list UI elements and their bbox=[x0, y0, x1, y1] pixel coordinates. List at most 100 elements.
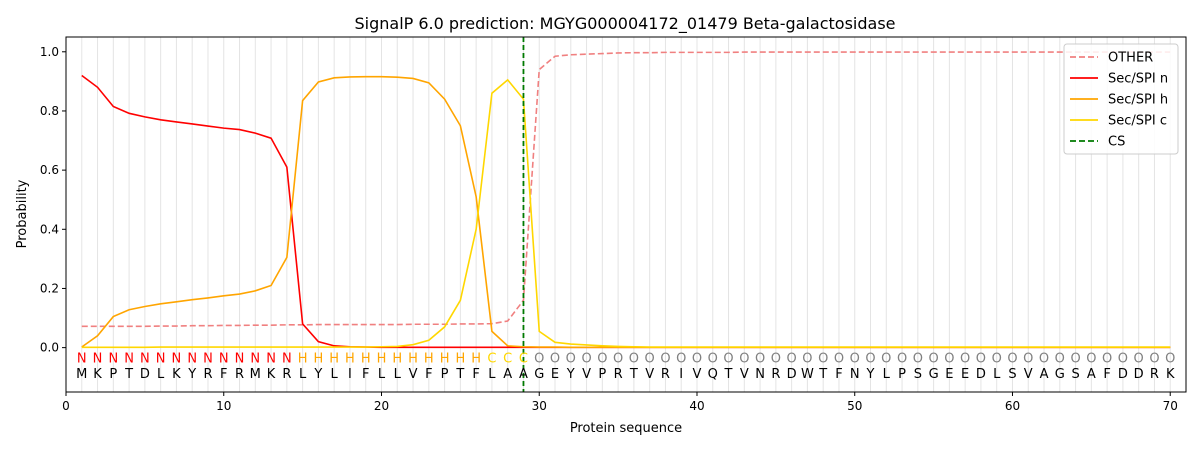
legend-label: CS bbox=[1108, 135, 1125, 150]
residue-label: L bbox=[299, 367, 307, 382]
region-label: O bbox=[1039, 351, 1049, 366]
residue-label: L bbox=[993, 367, 1001, 382]
residue-label: G bbox=[1055, 367, 1065, 382]
residue-label: T bbox=[818, 367, 827, 382]
residue-label: E bbox=[551, 367, 559, 382]
legend-label: Sec/SPI c bbox=[1108, 114, 1167, 129]
region-label: N bbox=[93, 351, 103, 366]
residue-label: A bbox=[503, 367, 512, 382]
region-label: O bbox=[534, 351, 544, 366]
x-tick-label: 10 bbox=[216, 399, 231, 413]
region-label: O bbox=[850, 351, 860, 366]
region-label: H bbox=[471, 351, 481, 366]
residue-label: V bbox=[409, 367, 418, 382]
region-label: N bbox=[77, 351, 87, 366]
x-tick-label: 70 bbox=[1163, 399, 1178, 413]
residue-label: L bbox=[488, 367, 496, 382]
region-label: N bbox=[203, 351, 213, 366]
region-label: O bbox=[944, 351, 954, 366]
x-tick-label: 0 bbox=[62, 399, 70, 413]
residue-label: F bbox=[220, 367, 227, 382]
residue-label: D bbox=[1134, 367, 1144, 382]
residue-label: F bbox=[835, 367, 842, 382]
region-label: O bbox=[629, 351, 639, 366]
region-label: O bbox=[550, 351, 560, 366]
region-label: N bbox=[219, 351, 229, 366]
residue-label: S bbox=[914, 367, 922, 382]
residue-label: T bbox=[124, 367, 133, 382]
region-label: O bbox=[755, 351, 765, 366]
region-label: N bbox=[172, 351, 182, 366]
region-label: O bbox=[1165, 351, 1175, 366]
plot-frame bbox=[65, 36, 1187, 393]
region-label: O bbox=[1118, 351, 1128, 366]
region-label: N bbox=[124, 351, 134, 366]
region-label: O bbox=[771, 351, 781, 366]
region-label: H bbox=[408, 351, 418, 366]
x-tick-label: 40 bbox=[689, 399, 704, 413]
region-label: O bbox=[787, 351, 797, 366]
y-tick-label: 1.0 bbox=[40, 45, 59, 59]
region-label: H bbox=[377, 351, 387, 366]
region-label: O bbox=[1134, 351, 1144, 366]
residue-label: F bbox=[362, 367, 369, 382]
region-label: O bbox=[834, 351, 844, 366]
residue-label: Q bbox=[708, 367, 718, 382]
series-line-sec-spi-c bbox=[81, 78, 1171, 349]
residue-label: E bbox=[961, 367, 969, 382]
legend-box bbox=[1063, 43, 1179, 155]
residue-label: P bbox=[109, 367, 117, 382]
residue-label: G bbox=[534, 367, 544, 382]
residue-label: Y bbox=[187, 367, 196, 382]
region-label: C bbox=[503, 351, 512, 366]
region-label: O bbox=[1055, 351, 1065, 366]
residue-label: F bbox=[425, 367, 432, 382]
residue-label: R bbox=[614, 367, 623, 382]
y-axis-ticks: 0.0 0.2 0.4 0.6 0.8 1.0 bbox=[40, 45, 66, 355]
residue-label: I bbox=[348, 367, 352, 382]
region-label: O bbox=[913, 351, 923, 366]
residue-label: K bbox=[267, 367, 276, 382]
series-line-other bbox=[81, 51, 1171, 328]
legend-label: Sec/SPI n bbox=[1108, 72, 1168, 87]
residue-label: D bbox=[140, 367, 150, 382]
region-label: O bbox=[897, 351, 907, 366]
residue-label: R bbox=[235, 367, 244, 382]
region-label: N bbox=[156, 351, 166, 366]
y-axis-label: Probability bbox=[15, 179, 30, 248]
region-label: O bbox=[708, 351, 718, 366]
region-label: H bbox=[314, 351, 324, 366]
region-label: O bbox=[1070, 351, 1080, 366]
region-label: O bbox=[645, 351, 655, 366]
region-label: O bbox=[881, 351, 891, 366]
residue-label: L bbox=[157, 367, 165, 382]
residue-label: D bbox=[787, 367, 797, 382]
residue-label: A bbox=[519, 367, 528, 382]
sequence-labels: NMNKNPNTNDNLNKNYNRNFNRNMNKNRHLHYHLHIHFHL… bbox=[76, 351, 1175, 382]
region-label: O bbox=[976, 351, 986, 366]
region-label: C bbox=[519, 351, 528, 366]
region-label: H bbox=[298, 351, 308, 366]
region-label: O bbox=[597, 351, 607, 366]
region-label: O bbox=[928, 351, 938, 366]
region-label: N bbox=[187, 351, 197, 366]
residue-label: T bbox=[724, 367, 733, 382]
residue-label: V bbox=[645, 367, 654, 382]
region-label: O bbox=[613, 351, 623, 366]
y-tick-label: 0.0 bbox=[40, 341, 59, 355]
residue-label: V bbox=[1024, 367, 1033, 382]
y-tick-label: 0.4 bbox=[40, 222, 59, 236]
residue-label: R bbox=[771, 367, 780, 382]
residue-label: K bbox=[172, 367, 181, 382]
x-axis-label: Protein sequence bbox=[570, 421, 682, 436]
chart-title: SignalP 6.0 prediction: MGYG000004172_01… bbox=[354, 14, 895, 34]
region-label: O bbox=[581, 351, 591, 366]
region-label: N bbox=[140, 351, 150, 366]
legend-label: Sec/SPI h bbox=[1108, 93, 1168, 108]
region-label: N bbox=[250, 351, 260, 366]
region-label: O bbox=[960, 351, 970, 366]
y-tick-label: 0.2 bbox=[40, 281, 59, 295]
region-label: O bbox=[660, 351, 670, 366]
